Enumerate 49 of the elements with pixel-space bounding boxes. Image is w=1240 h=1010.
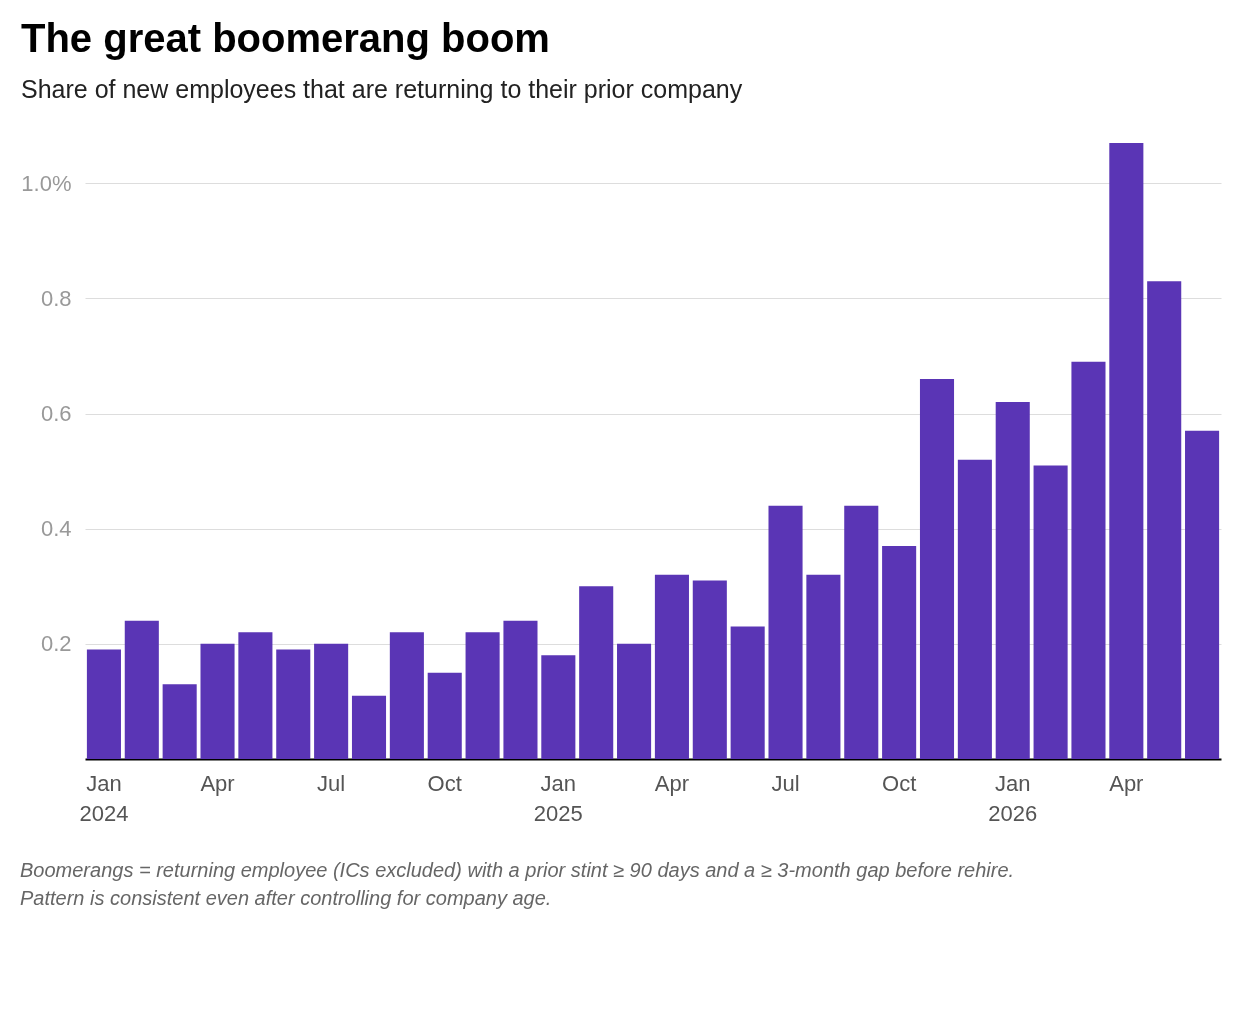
x-tick-label: Jan 2026 [988,770,1038,826]
text: Boomerangs = returning employee (ICs excluded) with a prior stint ≥ 90 days and a ≥ 3-month gap before rehire. [20,858,1016,883]
bar [465,632,500,759]
bar [503,620,538,759]
bar [882,545,917,759]
x-tick-label: Jul [317,770,346,796]
y-tick-label: 0.4 [40,516,72,542]
bar [579,586,614,759]
x-tick-label: Jan 2025 [533,770,583,826]
text: Pattern is consistent even after controlling for company age. [20,886,553,911]
bar [1033,465,1068,759]
bar [957,459,992,759]
x-tick-label: Oct [882,770,917,796]
x-tick-label: Jan 2024 [79,770,129,826]
bar [86,649,121,759]
chart-subtitle: Share of new employees that are returning to their prior company [21,75,743,103]
y-tick-label: 0.2 [40,631,72,657]
y-tick-label: 1.0% [21,170,72,196]
x-tick-label: Jul [771,770,800,796]
x-tick-label: Apr [654,770,690,796]
bar [200,643,235,759]
bar [995,402,1030,759]
bar [730,626,765,759]
bar [238,632,273,759]
bar [351,695,387,759]
bar [1147,281,1182,759]
bar [389,632,424,759]
bar [1109,143,1144,759]
bar [276,649,311,759]
bar [806,574,841,759]
y-tick-label: 0.8 [40,285,72,311]
bar [768,505,803,759]
bar [124,620,159,759]
bar [617,643,652,759]
x-tick-label: Apr [200,770,235,796]
bar [314,643,349,759]
bar [1071,361,1106,759]
bar [844,505,879,759]
bar [427,672,462,759]
bar [1185,430,1220,759]
y-tick-label: 0.6 [40,401,72,427]
bar [692,580,727,759]
x-tick-label: Oct [427,770,462,796]
chart-title: The great boomerang boom [21,16,550,60]
bar [162,684,197,759]
bar [541,655,576,759]
bar [654,574,689,759]
x-tick-label: Apr [1109,770,1144,796]
bar [919,379,955,759]
